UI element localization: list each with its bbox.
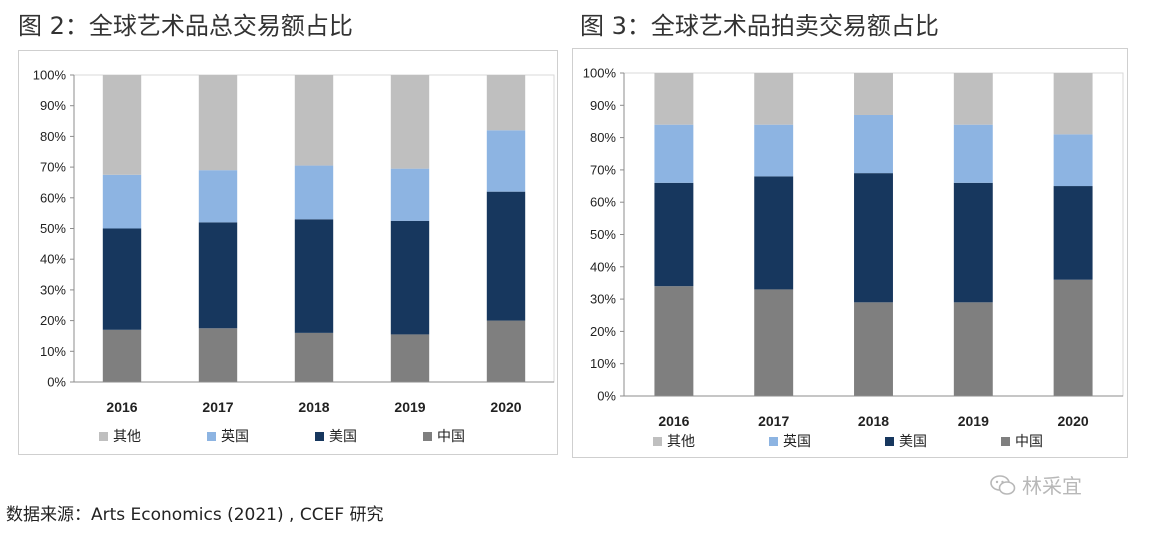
bar-segment-2016-美国 [102, 228, 142, 330]
x-tick-label: 2020 [490, 399, 521, 415]
bar-segment-2017-其他 [198, 75, 238, 171]
legend-swatch-中国 [1001, 437, 1010, 446]
y-tick-label: 40% [40, 252, 66, 267]
bar-segment-2016-英国 [102, 174, 142, 229]
x-tick-label: 2017 [758, 413, 789, 429]
bar-segment-2018-美国 [854, 173, 893, 303]
stacked-bar-chart-left: 0% 10% 20% 30% 40% 50% 60% 70% 80% 90% 100% 2016 201… [33, 68, 555, 445]
y-tick-label: 0% [597, 389, 616, 404]
bar-segment-2017-英国 [198, 170, 238, 223]
bar-segment-2018-其他 [294, 75, 334, 166]
y-tick-label: 0% [47, 375, 66, 390]
bar-segment-2020-英国 [486, 130, 526, 192]
watermark: 林采宜 [990, 470, 1082, 499]
y-tick-label: 60% [40, 190, 66, 205]
bar-segment-2016-中国 [654, 286, 694, 396]
bar-segment-2020-英国 [1053, 134, 1093, 187]
x-tick-label: 2017 [202, 399, 233, 415]
x-tick-label: 2016 [658, 413, 689, 429]
y-tick-label: 70% [590, 162, 616, 177]
bar-segment-2019-中国 [390, 334, 430, 382]
legend-label: 中国 [437, 429, 465, 445]
bar-segment-2018-英国 [294, 165, 334, 220]
bar-segment-2016-其他 [654, 73, 694, 125]
bar-segment-2018-英国 [854, 114, 893, 174]
x-tick-label: 2016 [106, 399, 137, 415]
y-tick-label: 100% [583, 66, 617, 81]
legend-label: 美国 [899, 434, 927, 450]
x-tick-label: 2019 [394, 399, 425, 415]
bar-segment-2019-中国 [953, 302, 993, 396]
legend-label: 其他 [667, 434, 695, 450]
bar-segment-2019-美国 [953, 182, 993, 303]
watermark-text: 林采宜 [1022, 474, 1082, 498]
legend-label: 其他 [113, 429, 141, 445]
y-tick-label: 10% [590, 356, 616, 371]
bar-segment-2020-其他 [486, 75, 526, 131]
bar-segment-2016-中国 [102, 329, 142, 382]
bar-segment-2019-英国 [390, 168, 430, 221]
bar-segment-2020-中国 [486, 320, 526, 382]
y-tick-label: 80% [40, 129, 66, 144]
legend-swatch-英国 [769, 437, 778, 446]
chart-title-right: 图 3：全球艺术品拍卖交易额占比 [580, 12, 939, 40]
y-tick-label: 100% [33, 68, 67, 83]
chart-panel-left: 0% 10% 20% 30% 40% 50% 60% 70% 80% 90% 100% 2016 201… [18, 50, 558, 455]
x-tick-label: 2019 [958, 413, 989, 429]
bar-segment-2016-美国 [654, 182, 694, 287]
legend-swatch-美国 [315, 432, 324, 441]
y-tick-label: 50% [590, 227, 616, 242]
y-tick-label: 50% [40, 221, 66, 236]
bar-segment-2020-其他 [1053, 73, 1093, 135]
legend-label: 英国 [783, 433, 811, 450]
bar-segment-2020-美国 [1053, 186, 1093, 280]
bar-segment-2017-美国 [754, 176, 794, 290]
y-tick-label: 90% [590, 98, 616, 113]
y-tick-label: 20% [40, 313, 66, 328]
y-tick-label: 30% [40, 282, 66, 297]
legend-label: 美国 [329, 429, 357, 445]
legend-label: 中国 [1015, 434, 1043, 450]
bar-segment-2018-中国 [854, 302, 893, 396]
bar-segment-2019-英国 [953, 124, 993, 183]
x-tick-label: 2020 [1058, 413, 1089, 429]
legend-label: 英国 [221, 428, 249, 445]
y-tick-label: 40% [590, 259, 616, 274]
y-tick-label: 80% [590, 130, 616, 145]
chart-title-left: 图 2：全球艺术品总交易额占比 [18, 12, 353, 40]
y-tick-label: 10% [40, 344, 66, 359]
y-tick-label: 90% [40, 98, 66, 113]
y-tick-label: 60% [590, 195, 616, 210]
x-tick-label: 2018 [858, 413, 889, 429]
bar-segment-2017-美国 [198, 222, 238, 329]
bar-segment-2020-美国 [486, 191, 526, 321]
bar-segment-2017-中国 [198, 328, 238, 382]
bar-segment-2019-美国 [390, 220, 430, 335]
y-tick-label: 20% [590, 324, 616, 339]
bar-segment-2017-其他 [754, 73, 794, 125]
y-tick-label: 70% [40, 160, 66, 175]
legend-swatch-其他 [99, 432, 108, 441]
stacked-bar-chart-right: 0% 10% 20% 30% 40% 50% 60% 70% 80% 90% 100% 2016 201… [583, 66, 1124, 450]
bar-segment-2016-英国 [654, 124, 694, 183]
legend-swatch-美国 [885, 437, 894, 446]
legend-swatch-英国 [207, 432, 216, 441]
bar-segment-2017-英国 [754, 124, 794, 177]
bar-segment-2020-中国 [1053, 279, 1093, 396]
bar-segment-2019-其他 [390, 75, 430, 169]
y-tick-label: 30% [590, 292, 616, 307]
bar-segment-2019-其他 [953, 73, 993, 125]
bar-segment-2017-中国 [754, 289, 794, 396]
legend-swatch-其他 [653, 437, 662, 446]
bar-segment-2016-其他 [102, 75, 142, 175]
chart-panel-right: 0% 10% 20% 30% 40% 50% 60% 70% 80% 90% 100% 2016 201… [572, 48, 1128, 458]
legend-swatch-中国 [423, 432, 432, 441]
bar-segment-2018-中国 [294, 332, 334, 382]
bar-segment-2018-其他 [854, 73, 893, 115]
source-note: 数据来源：Arts Economics (2021) , CCEF 研究 [6, 505, 384, 525]
bar-segment-2018-美国 [294, 219, 334, 333]
wechat-icon [990, 474, 1016, 495]
x-tick-label: 2018 [298, 399, 329, 415]
